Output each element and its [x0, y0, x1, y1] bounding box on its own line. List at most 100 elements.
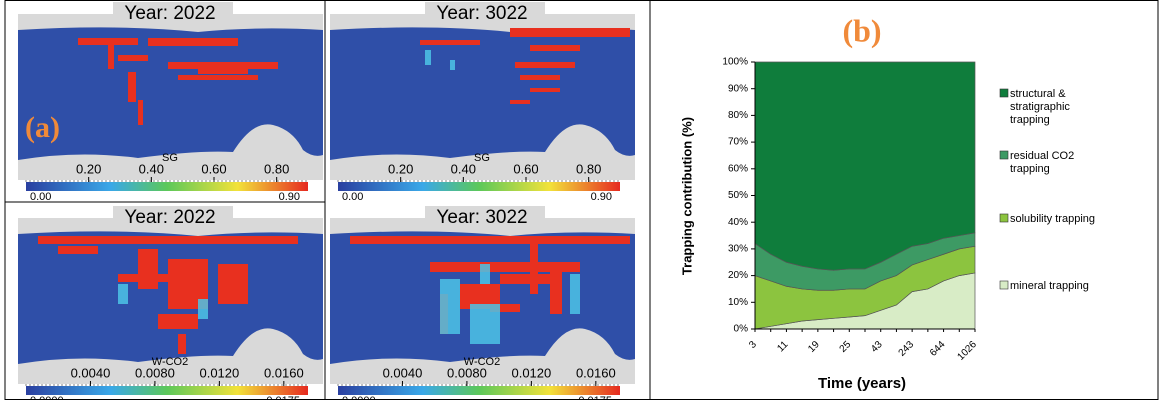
x-tick-label: 243 [897, 339, 917, 359]
colorbar-tick-label: 0.20 [76, 161, 101, 176]
plume [515, 62, 575, 68]
colorbar-tick-label: 0.60 [201, 161, 226, 176]
y-axis-label: Trapping contribution (%) [679, 117, 694, 275]
simulation-image: Year: 3022 SG 0.20 0.40 0.60 0.80 0.00 0.90 [330, 2, 635, 203]
x-tick-label: 1026 [955, 339, 979, 363]
colorbar-tick-label: 0.0040 [383, 365, 423, 380]
colorbar-end-label: 0.00 [342, 191, 363, 203]
colorbar-tick-label: 0.0160 [576, 365, 616, 380]
simulation-image: Year: 2022W-CO20.00400.00800.01200.01600… [18, 206, 323, 400]
y-tick-label: 70% [728, 137, 748, 148]
legend-label: residual CO2 trapping [1010, 150, 1090, 176]
x-tick-label: 19 [806, 339, 822, 355]
legend-label: solubility trapping [1010, 213, 1140, 226]
plume [350, 236, 630, 244]
colorbar [26, 386, 308, 395]
plume [38, 236, 298, 244]
plume [520, 75, 560, 80]
y-tick-label: 30% [728, 244, 748, 255]
legend-swatch [1000, 89, 1008, 97]
plume [178, 334, 186, 354]
plume [510, 28, 630, 37]
colorbar-tick-label: 0.40 [139, 161, 164, 176]
plume [530, 88, 560, 92]
x-tick-label: 3 [747, 339, 759, 351]
y-tick-label: 90% [728, 83, 748, 94]
y-tick-label: 100% [722, 57, 748, 68]
colorbar-tick-label: 0.0120 [199, 365, 239, 380]
plume-edge [198, 299, 208, 319]
plume [128, 72, 136, 102]
chart-title: (b) [842, 12, 881, 48]
legend-swatch [1000, 151, 1008, 159]
colorbar-end-label: 0.0175 [266, 395, 300, 400]
figure: Year: 2022SG0.200.400.600.800.000.90Year… [0, 0, 1159, 400]
plume-edge [440, 279, 460, 334]
colorbar-name: SG [162, 152, 178, 164]
plume [530, 244, 538, 294]
y-tick-label: 20% [728, 270, 748, 281]
plume [118, 55, 148, 61]
plume [530, 45, 580, 51]
colorbar [26, 182, 308, 191]
y-tick-label: 50% [728, 190, 748, 201]
colorbar-tick-label: 0.0080 [135, 365, 175, 380]
plume-edge [450, 60, 455, 70]
image-title: Year: 3022 [436, 3, 527, 24]
colorbar-end-label: 0.0000 [342, 395, 376, 400]
colorbar [338, 386, 620, 395]
colorbar-name: SG [474, 152, 490, 164]
plume [138, 100, 143, 125]
colorbar-tick-label: 0.60 [513, 161, 538, 176]
panel-label: (a) [25, 111, 60, 144]
y-tick-label: 80% [728, 110, 748, 121]
x-tick-label: 11 [775, 339, 790, 354]
colorbar-tick-label: 0.80 [576, 161, 601, 176]
plume-edge [470, 304, 500, 344]
image-title: Year: 2022 [124, 207, 215, 228]
plume [108, 44, 114, 69]
plume [218, 264, 248, 304]
legend-swatch [1000, 214, 1008, 222]
plume [58, 246, 98, 254]
colorbar [338, 182, 620, 191]
y-tick-label: 60% [728, 163, 748, 174]
x-tick-label: 644 [928, 339, 948, 359]
legend-label: structural & stratigraphic trapping [1010, 88, 1090, 127]
plume [550, 264, 562, 314]
x-tick-label: 43 [869, 339, 885, 355]
legend-label: mineral trapping [1010, 280, 1140, 293]
image-title: Year: 2022 [124, 3, 215, 24]
figure-canvas: Year: 2022SG0.200.400.600.800.000.90Year… [0, 0, 1159, 400]
colorbar-end-label: 0.0000 [30, 395, 64, 400]
plume-edge [570, 274, 580, 314]
x-axis-label: Time (years) [818, 375, 906, 392]
colorbar-tick-label: 0.40 [451, 161, 476, 176]
plume [148, 38, 238, 46]
plume [78, 38, 138, 45]
y-tick-label: 10% [728, 297, 748, 308]
x-tick-label: 25 [838, 339, 854, 355]
plume [138, 249, 158, 289]
image-title: Year: 3022 [436, 207, 527, 228]
colorbar-tick-label: 0.80 [264, 161, 289, 176]
colorbar-end-label: 0.0175 [578, 395, 612, 400]
colorbar-end-label: 0.90 [279, 191, 300, 203]
colorbar-tick-label: 0.0080 [447, 365, 487, 380]
colorbar-end-label: 0.90 [591, 191, 612, 203]
plume [420, 40, 480, 45]
plume [198, 68, 248, 74]
simulation-image: Year: 3022W-CO20.00400.00800.01200.01600… [330, 206, 635, 400]
plume [178, 75, 258, 80]
plume [158, 314, 198, 329]
legend-swatch [1000, 281, 1008, 289]
colorbar-tick-label: 0.0160 [264, 365, 304, 380]
plume-edge [118, 284, 128, 304]
plume [510, 100, 530, 104]
area [755, 62, 975, 270]
colorbar-tick-label: 0.0120 [511, 365, 551, 380]
y-tick-label: 0% [734, 324, 749, 335]
colorbar-tick-label: 0.20 [388, 161, 413, 176]
colorbar-tick-label: 0.0040 [71, 365, 111, 380]
